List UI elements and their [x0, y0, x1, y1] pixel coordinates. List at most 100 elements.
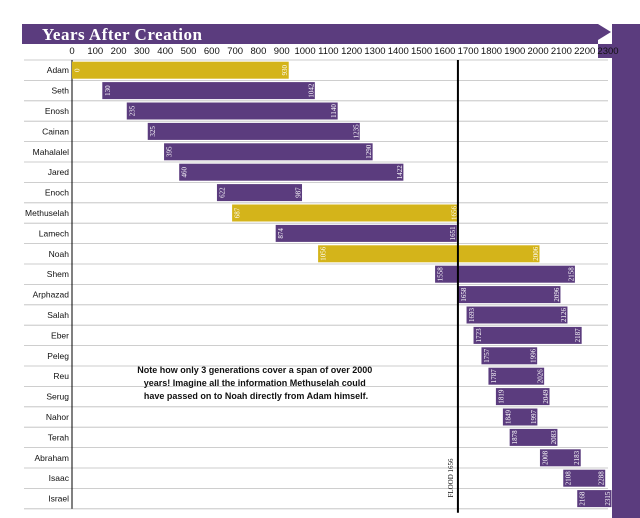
row-label: Lamech	[39, 228, 70, 238]
x-tick-label: 1100	[318, 46, 338, 57]
x-tick-label: 0	[69, 46, 74, 57]
title-band	[22, 24, 611, 44]
bar-start-label: 1849	[504, 410, 512, 425]
x-tick-label: 2000	[528, 46, 549, 57]
bar-start-label: 1878	[511, 430, 519, 445]
bar	[216, 184, 303, 202]
bar-start-label: 2108	[565, 471, 573, 486]
annotation-line-3: have passed on to Noah directly from Ada…	[144, 391, 368, 401]
x-tick-label: 200	[111, 46, 127, 57]
bar-end-label: 2288	[598, 471, 606, 486]
row-label: Noah	[49, 249, 70, 259]
x-tick-label: 600	[204, 46, 220, 57]
x-tick-label: 1200	[341, 46, 362, 57]
bar-start-label: 1056	[320, 246, 328, 260]
row-label: Enoch	[45, 188, 69, 198]
x-tick-label: 300	[134, 46, 150, 57]
chart-frame	[22, 24, 640, 518]
bars: 0 930 130 1042 235 1140 325 1235 395 1290 460 1422 6…	[72, 61, 612, 508]
row-label: Jared	[48, 167, 70, 177]
bar	[102, 82, 315, 100]
side-band-join	[598, 44, 612, 58]
x-tick-label: 1800	[481, 46, 502, 57]
row-label: Cainan	[42, 126, 69, 136]
bar-end-label: 2158	[567, 267, 575, 282]
bar-end-label: 2183	[573, 450, 581, 465]
x-tick-label: 900	[274, 46, 290, 57]
bar-end-label: 1042	[307, 83, 315, 98]
x-tick-label: 2200	[574, 46, 595, 57]
bar-start-label: 622	[218, 187, 226, 198]
bar-end-label: 1140	[330, 104, 338, 118]
bar-start-label: 395	[166, 146, 174, 157]
annotation-line-2: years! Imagine all the information Methu…	[144, 378, 366, 388]
flood-marker: FLOOD 1656	[447, 60, 459, 513]
x-tick-label: 400	[157, 46, 173, 57]
flood-label: FLOOD 1656	[447, 458, 455, 498]
gridlines	[24, 59, 608, 510]
bar	[488, 367, 545, 385]
bar	[502, 408, 538, 426]
bar-start-label: 874	[277, 228, 285, 239]
bar	[481, 347, 538, 365]
x-tick-label: 1400	[388, 46, 409, 57]
bar-start-label: 1558	[437, 267, 445, 282]
row-label: Enosh	[45, 106, 69, 116]
bar-end-label: 2026	[537, 369, 545, 384]
row-label: Isaac	[49, 473, 70, 483]
bar	[275, 224, 457, 242]
row-label: Reu	[53, 371, 69, 381]
bar-start-label: 2168	[579, 491, 587, 506]
bar-start-label: 235	[128, 105, 136, 116]
bar-start-label: 2008	[541, 450, 549, 465]
bar-end-label: 1997	[530, 410, 538, 425]
x-tick-label: 2100	[551, 46, 572, 57]
annotation-note: Note how only 3 generations cover a span…	[137, 365, 375, 401]
bar-end-label: 930	[281, 64, 289, 75]
bar-end-label: 1651	[449, 226, 457, 241]
bar-end-label: 1422	[396, 165, 404, 180]
bar	[539, 449, 581, 467]
bar-end-label: 1290	[365, 144, 373, 159]
bar-start-label: 1787	[490, 369, 498, 384]
row-label: Seth	[52, 86, 70, 96]
bar	[147, 122, 360, 140]
bar-start-label: 0	[74, 68, 82, 72]
bar-end-label: 987	[295, 187, 303, 198]
bar-start-label: 460	[181, 166, 189, 177]
bar	[563, 469, 606, 487]
x-tick-label: 2300	[597, 46, 618, 57]
x-tick-label: 500	[181, 46, 197, 57]
bar	[179, 163, 404, 181]
bar-end-label: 2049	[542, 389, 550, 404]
bar-end-label: 2187	[574, 328, 582, 343]
chart-title: Years After Creation	[42, 25, 202, 44]
bar	[435, 265, 575, 283]
bar	[473, 326, 582, 344]
row-label: Abraham	[35, 453, 70, 463]
bar	[577, 490, 612, 508]
bar-end-label: 2315	[604, 491, 612, 506]
bar	[509, 428, 558, 446]
x-tick-label: 1900	[504, 46, 525, 57]
x-tick-label: 700	[227, 46, 243, 57]
x-tick-label: 1300	[364, 46, 385, 57]
bar	[466, 306, 568, 324]
bar-end-label: 2096	[553, 287, 561, 302]
bar-start-label: 1819	[497, 389, 505, 404]
row-label: Arphazad	[33, 290, 70, 300]
bar-end-label: 1235	[352, 124, 360, 139]
row-label: Eber	[51, 330, 69, 340]
bar-start-label: 130	[104, 85, 112, 96]
bar	[72, 61, 289, 79]
x-tick-label: 1000	[294, 46, 315, 57]
x-tick-label: 1700	[458, 46, 479, 57]
annotation-line-1: Note how only 3 generations cover a span…	[137, 365, 372, 375]
bar-start-label: 1658	[460, 287, 468, 302]
row-label: Peleg	[47, 351, 69, 361]
row-label: Shem	[47, 269, 69, 279]
row-label: Methuselah	[25, 208, 69, 218]
bar-end-label: 2083	[550, 430, 558, 445]
bar-end-label: 2126	[560, 308, 568, 323]
